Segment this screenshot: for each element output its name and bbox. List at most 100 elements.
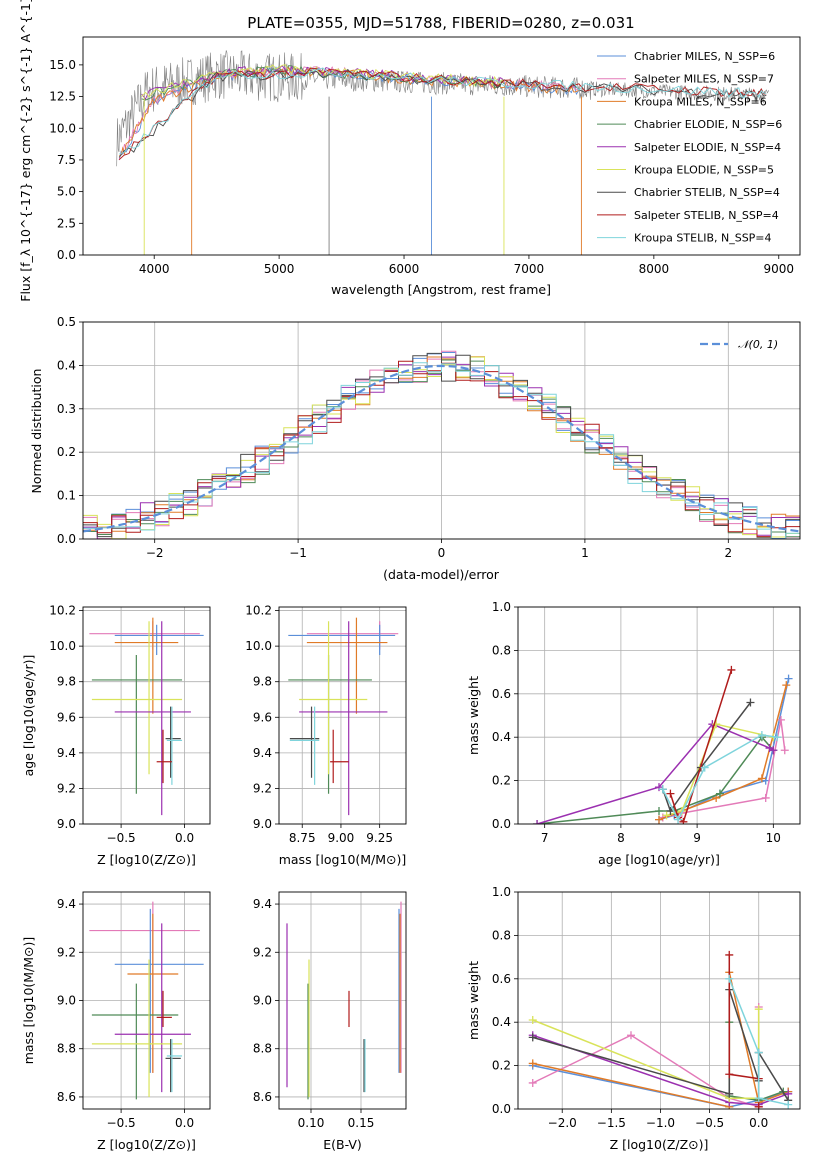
mass-weight-marker [725,974,734,983]
axes-frame [82,891,211,1110]
model-spectrum-line [118,66,580,161]
legend-label: Chabrier STELIB, N_SSP=4 [634,186,780,199]
x-tick-label: 1 [581,546,589,560]
y-tick-label: 9.2 [57,945,76,959]
mass-weight-marker [528,1059,537,1068]
mass-weight-marker [754,1005,763,1014]
y-tick-label: 9.4 [57,897,76,911]
y-axis-label: Flux [f_λ 10^{-17} erg cm^{-2} s^{-1} A^… [18,0,33,302]
mass-weight-line [536,723,774,824]
panel-5: −0.5 0.0 8.6 8.8 9.0 9.2 9.4 Z [log10(Z/Z⊙)] mas… [21,891,211,1152]
spectrum-lines [116,50,770,255]
chart-title: PLATE=0355, MJD=51788, FIBERID=0280, z=0… [247,14,634,32]
x-tick-label: −0.5 [107,1116,136,1130]
axes-frame [82,321,801,540]
y-tick-label: 9.4 [253,897,272,911]
y-tick-label: 0.6 [492,687,511,701]
legend-label: Chabrier MILES, N_SSP=6 [634,50,775,63]
errorbar-group [286,901,402,1100]
mass-weight-marker [782,681,791,690]
x-axis-label: Z [log10(Z/Z⊙)] [97,852,196,867]
x-tick-label: 2 [724,546,732,560]
y-tick-label: 0.2 [57,445,76,459]
y-tick-label: 9.8 [253,675,272,689]
mass-weight-marker [784,1100,793,1109]
y-tick-label: 12.5 [49,90,76,104]
panel-4: 7 8 9 10 0.0 0.2 0.4 0.6 0.8 1.0 age [log10(age/yr… [466,600,801,867]
x-axis-label: E(B-V) [323,1137,362,1152]
y-tick-label: 8.8 [253,1042,272,1056]
x-tick-label: 10 [766,831,781,845]
x-tick-label: 6000 [389,262,420,276]
x-tick-label: 0.0 [175,831,194,845]
y-axis-label: Normed distribution [29,369,44,494]
x-tick-label: 9.25 [366,831,393,845]
y-tick-label: 9.6 [253,710,272,724]
y-tick-label: 0.2 [492,1059,511,1073]
x-axis-label: Z [log10(Z/Z⊙)] [610,1137,709,1152]
mass-weight-marker [528,1078,537,1087]
mass-weight-marker [528,1033,537,1042]
x-tick-label: −0.5 [107,831,136,845]
legend-label: Kroupa ELODIE, N_SSP=5 [634,164,774,177]
legend-label: Kroupa MILES, N_SSP=6 [634,95,767,108]
y-tick-label: 0.2 [492,774,511,788]
x-tick-label: −1.0 [646,1116,675,1130]
mass-weight-marker [773,733,782,742]
x-tick-label: 0 [438,546,446,560]
mass-weight-marker [655,815,663,824]
mass-weight-line [662,719,786,819]
y-tick-label: 9.8 [57,675,76,689]
x-tick-label: 8 [617,831,625,845]
y-tick-label: 8.6 [57,1090,76,1104]
y-tick-label: 0.4 [492,1015,511,1029]
x-tick-label: −2 [146,546,164,560]
panel-7: −2.0 −1.5 −1.0 −0.5 0.0 0.0 0.2 0.4 0.6 0.8 1.0 Z [… [466,885,801,1152]
mass-weight-marker [784,674,793,683]
axes-frame [82,606,211,825]
x-tick-label: 7 [541,831,549,845]
model-spectrum-line [118,67,767,161]
x-tick-label: 9.00 [328,831,355,845]
y-tick-label: 0.3 [57,402,76,416]
x-tick-label: 9000 [763,262,794,276]
y-tick-label: 5.0 [57,185,76,199]
y-tick-label: 0.4 [492,730,511,744]
y-tick-label: 9.0 [253,994,272,1008]
histogram-group [83,350,800,539]
panel-1: −2 −1 0 1 2 0.0 0.1 0.2 0.3 0.4 0.5 𝒩(0, 1) (data-mo… [29,315,801,582]
errorbar-group [89,617,204,816]
y-tick-label: 10.0 [245,639,272,653]
weight-lines [528,950,793,1109]
mass-weight-marker [679,817,688,824]
y-axis-label: mass weight [466,961,481,1040]
x-axis-label: (data-model)/error [383,567,500,582]
y-tick-label: 0.0 [492,817,511,831]
mass-weight-marker [754,1094,763,1103]
y-tick-label: 7.5 [57,153,76,167]
axes-frame [517,606,801,825]
errorbar-group [89,901,204,1100]
panel-3: 8.75 9.00 9.25 9.0 9.2 9.4 9.6 9.8 10.0 10.2 mass … [245,604,407,867]
y-tick-label: 0.0 [57,248,76,262]
y-tick-label: 9.0 [253,817,272,831]
mass-weight-marker [533,820,542,824]
x-tick-label: 0.15 [348,1116,375,1130]
y-tick-label: 1.0 [492,600,511,614]
mass-weight-marker [658,785,667,794]
y-tick-label: 0.6 [492,972,511,986]
panel-2: −0.5 0.0 9.0 9.2 9.4 9.6 9.8 10.0 10.2 Z [log10(Z… [21,604,211,867]
y-tick-label: 0.8 [492,928,511,942]
x-tick-label: −1.5 [597,1116,626,1130]
y-tick-label: 0.1 [57,489,76,503]
mass-weight-line [532,1034,789,1106]
axes-frame [278,891,407,1110]
errorbar-group [288,617,399,816]
y-tick-label: 9.4 [57,746,76,760]
y-tick-label: 0.0 [57,532,76,546]
y-tick-label: 10.2 [49,604,76,618]
mass-weight-marker [757,774,766,783]
mass-weight-marker [655,806,663,815]
mass-weight-line [537,736,774,824]
y-tick-label: 9.2 [253,781,272,795]
